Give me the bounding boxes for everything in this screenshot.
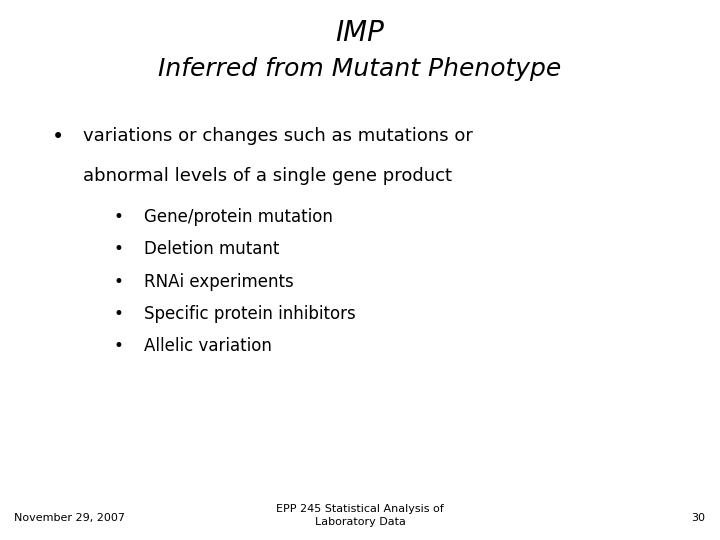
Text: variations or changes such as mutations or: variations or changes such as mutations … bbox=[83, 127, 472, 145]
Text: IMP: IMP bbox=[336, 19, 384, 47]
Text: Inferred from Mutant Phenotype: Inferred from Mutant Phenotype bbox=[158, 57, 562, 80]
Text: EPP 245 Statistical Analysis of: EPP 245 Statistical Analysis of bbox=[276, 504, 444, 514]
Text: 30: 30 bbox=[692, 514, 706, 523]
Text: Allelic variation: Allelic variation bbox=[144, 338, 272, 355]
Text: abnormal levels of a single gene product: abnormal levels of a single gene product bbox=[83, 167, 452, 185]
Text: Gene/protein mutation: Gene/protein mutation bbox=[144, 208, 333, 226]
Text: •: • bbox=[114, 305, 124, 323]
Text: Deletion mutant: Deletion mutant bbox=[144, 240, 279, 258]
Text: RNAi experiments: RNAi experiments bbox=[144, 273, 294, 291]
Text: •: • bbox=[114, 240, 124, 258]
Text: •: • bbox=[51, 127, 64, 147]
Text: •: • bbox=[114, 338, 124, 355]
Text: •: • bbox=[114, 273, 124, 291]
Text: Laboratory Data: Laboratory Data bbox=[315, 517, 405, 526]
Text: •: • bbox=[114, 208, 124, 226]
Text: November 29, 2007: November 29, 2007 bbox=[14, 514, 125, 523]
Text: Specific protein inhibitors: Specific protein inhibitors bbox=[144, 305, 356, 323]
